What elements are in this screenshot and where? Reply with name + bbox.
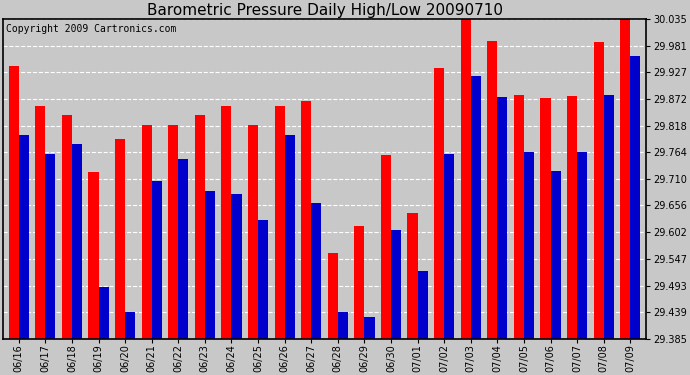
Bar [551, 171, 561, 339]
Bar [461, 12, 471, 339]
Bar [604, 95, 614, 339]
Bar [338, 312, 348, 339]
Bar [248, 125, 258, 339]
Bar [524, 152, 534, 339]
Bar [567, 96, 577, 339]
Bar [258, 220, 268, 339]
Bar [540, 98, 551, 339]
Bar [381, 155, 391, 339]
Bar [631, 56, 640, 339]
Bar [364, 316, 375, 339]
Bar [301, 101, 311, 339]
Bar [620, 16, 631, 339]
Bar [88, 172, 99, 339]
Bar [9, 66, 19, 339]
Bar [285, 135, 295, 339]
Bar [497, 97, 507, 339]
Bar [275, 106, 285, 339]
Bar [408, 213, 417, 339]
Bar [231, 194, 241, 339]
Bar [311, 203, 322, 339]
Bar [487, 41, 497, 339]
Bar [19, 135, 29, 339]
Bar [72, 144, 82, 339]
Bar [152, 181, 161, 339]
Bar [514, 95, 524, 339]
Bar [354, 225, 364, 339]
Title: Barometric Pressure Daily High/Low 20090710: Barometric Pressure Daily High/Low 20090… [146, 3, 502, 18]
Bar [125, 312, 135, 339]
Text: Copyright 2009 Cartronics.com: Copyright 2009 Cartronics.com [6, 24, 177, 34]
Bar [471, 75, 481, 339]
Bar [99, 287, 108, 339]
Bar [46, 154, 55, 339]
Bar [391, 231, 401, 339]
Bar [141, 125, 152, 339]
Bar [593, 42, 604, 339]
Bar [205, 190, 215, 339]
Bar [62, 115, 72, 339]
Bar [115, 140, 125, 339]
Bar [195, 115, 205, 339]
Bar [577, 152, 587, 339]
Bar [168, 125, 178, 339]
Bar [434, 68, 444, 339]
Bar [178, 159, 188, 339]
Bar [221, 106, 231, 339]
Bar [417, 271, 428, 339]
Bar [35, 106, 46, 339]
Bar [328, 253, 338, 339]
Bar [444, 154, 454, 339]
